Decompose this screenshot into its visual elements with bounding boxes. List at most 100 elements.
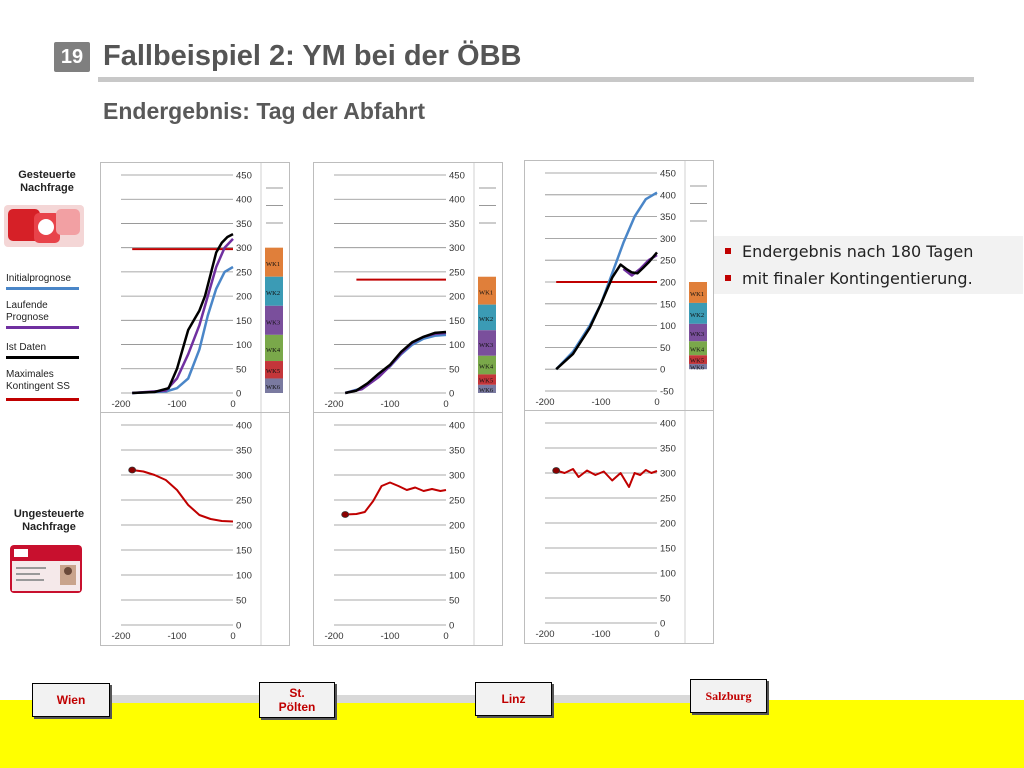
y-tick-label: 150 [449, 316, 465, 327]
x-tick-label: -200 [535, 397, 554, 408]
controlled-demand-heading: Gesteuerte Nachfrage [18, 169, 76, 194]
chart-top-stpoelten: 0 50 100 150 200 250 300 350 400 450 -200 -100 0 WK1 W… [313, 162, 503, 414]
station-linz[interactable]: Linz [475, 682, 552, 716]
fare-class-label: WK3 [479, 342, 493, 349]
x-tick-label: -100 [380, 631, 399, 642]
series-line-quota [132, 469, 234, 523]
legend-initial-line [6, 287, 79, 290]
y-tick-label: 400 [660, 419, 676, 430]
station-salzburg[interactable]: Salzburg [690, 679, 767, 713]
bottom-stpoelten-svg: 0 50 100 150 200 250 300 350 400 -200 -100 0 [324, 413, 475, 645]
y-tick-label: 400 [660, 190, 676, 201]
result-bullets: Endergebnis nach 180 Tagen mit finaler K… [713, 236, 1023, 294]
y-tick-label: 50 [236, 596, 247, 607]
y-tick-label: 50 [449, 364, 460, 375]
y-tick-label: 150 [660, 544, 676, 555]
legend-running-label: Laufende Prognose [6, 300, 49, 323]
fare-class-label: WK2 [690, 312, 704, 319]
bottom-wien-svg: 0 50 100 150 200 250 300 350 400 -200 -100 0 [111, 413, 262, 645]
fare-class-segment [265, 334, 283, 362]
y-tick-label: 350 [660, 212, 676, 223]
fare-class-label: WK6 [479, 387, 494, 394]
fare-class-label: WK4 [690, 346, 705, 353]
fare-class-label: WK6 [690, 364, 705, 371]
x-tick-label: -200 [535, 629, 554, 640]
fare-class-segment [689, 341, 707, 356]
y-tick-label: 300 [449, 471, 465, 482]
y-tick-label: -50 [660, 387, 674, 398]
y-tick-label: 350 [449, 446, 465, 457]
y-tick-label: 250 [236, 267, 252, 278]
legend-quota-line [6, 398, 79, 401]
y-tick-label: 300 [660, 469, 676, 480]
series-line-actual [344, 330, 447, 395]
legend-running-line [6, 326, 79, 329]
y-tick-label: 250 [660, 494, 676, 505]
y-tick-label: 450 [660, 169, 676, 180]
x-tick-label: 0 [654, 397, 659, 408]
fare-class-segment [265, 378, 283, 393]
station-wien[interactable]: Wien [32, 683, 110, 717]
route-line [60, 695, 760, 703]
series-line-running [344, 331, 447, 395]
series-line-actual [555, 251, 658, 371]
fare-class-label: WK2 [266, 290, 280, 297]
x-tick-label: -200 [111, 399, 130, 410]
fare-class-segment [478, 304, 496, 331]
y-tick-label: 0 [449, 621, 454, 632]
fare-class-label: WK5 [690, 358, 704, 365]
fare-class-segment [265, 247, 283, 277]
x-tick-label: 0 [230, 399, 235, 410]
x-tick-label: 0 [443, 399, 448, 410]
y-tick-label: 0 [236, 389, 241, 400]
series-line-actual [132, 232, 234, 395]
y-tick-label: 50 [236, 364, 247, 375]
controlled-ticket-image [4, 205, 84, 247]
y-tick-label: 450 [236, 171, 252, 182]
y-tick-label: 400 [449, 421, 465, 432]
x-tick-label: -100 [167, 631, 186, 642]
series-line-initial [555, 191, 658, 371]
fare-class-label: WK1 [266, 261, 280, 268]
uncontrolled-demand-heading: Ungesteuerte Nachfrage [13, 508, 85, 533]
y-tick-label: 300 [449, 243, 465, 254]
y-tick-label: 350 [660, 444, 676, 455]
start-marker [128, 466, 137, 474]
slide-number: 19 [54, 42, 90, 72]
fare-class-label: WK3 [266, 319, 280, 326]
y-tick-label: 300 [660, 234, 676, 245]
y-tick-label: 150 [660, 299, 676, 310]
y-tick-label: 200 [660, 278, 676, 289]
fare-class-label: WK1 [690, 291, 704, 298]
x-tick-label: -100 [591, 629, 610, 640]
bullet-marker [725, 248, 731, 254]
fare-class-label: WK6 [266, 384, 281, 391]
series-line-quota [345, 481, 447, 516]
station-st-poelten[interactable]: St. Pölten [259, 682, 335, 718]
fare-class-label: WK4 [266, 347, 281, 354]
bottom-linz-svg: 0 50 100 150 200 250 300 350 400 -200 -100 0 [535, 411, 686, 643]
y-tick-label: 200 [236, 292, 252, 303]
y-tick-label: 400 [236, 195, 252, 206]
fare-class-label: WK5 [266, 368, 280, 375]
y-tick-label: 50 [660, 343, 671, 354]
legend-initial-label: Initialprognose [6, 273, 72, 284]
uncontrolled-card-image [10, 545, 82, 593]
fare-class-segment [478, 374, 496, 385]
y-tick-label: 0 [660, 619, 665, 630]
top-wien-svg: 0 50 100 150 200 250 300 350 400 450 -200 -100 0 WK1 W… [111, 163, 283, 413]
y-tick-label: 350 [236, 219, 252, 230]
fare-class-segment [265, 305, 283, 335]
y-tick-label: 150 [449, 546, 465, 557]
fare-class-segment [478, 384, 496, 393]
bullet-item: mit finaler Kontingentierung. [725, 269, 973, 288]
y-tick-label: 50 [449, 596, 460, 607]
series-line-initial [344, 333, 447, 395]
y-tick-label: 200 [236, 521, 252, 532]
y-tick-label: 150 [236, 316, 252, 327]
fare-class-segment [478, 276, 496, 305]
y-tick-label: 300 [236, 471, 252, 482]
bullet-item: Endergebnis nach 180 Tagen [725, 242, 973, 261]
legend-actual-label: Ist Daten [6, 342, 47, 353]
